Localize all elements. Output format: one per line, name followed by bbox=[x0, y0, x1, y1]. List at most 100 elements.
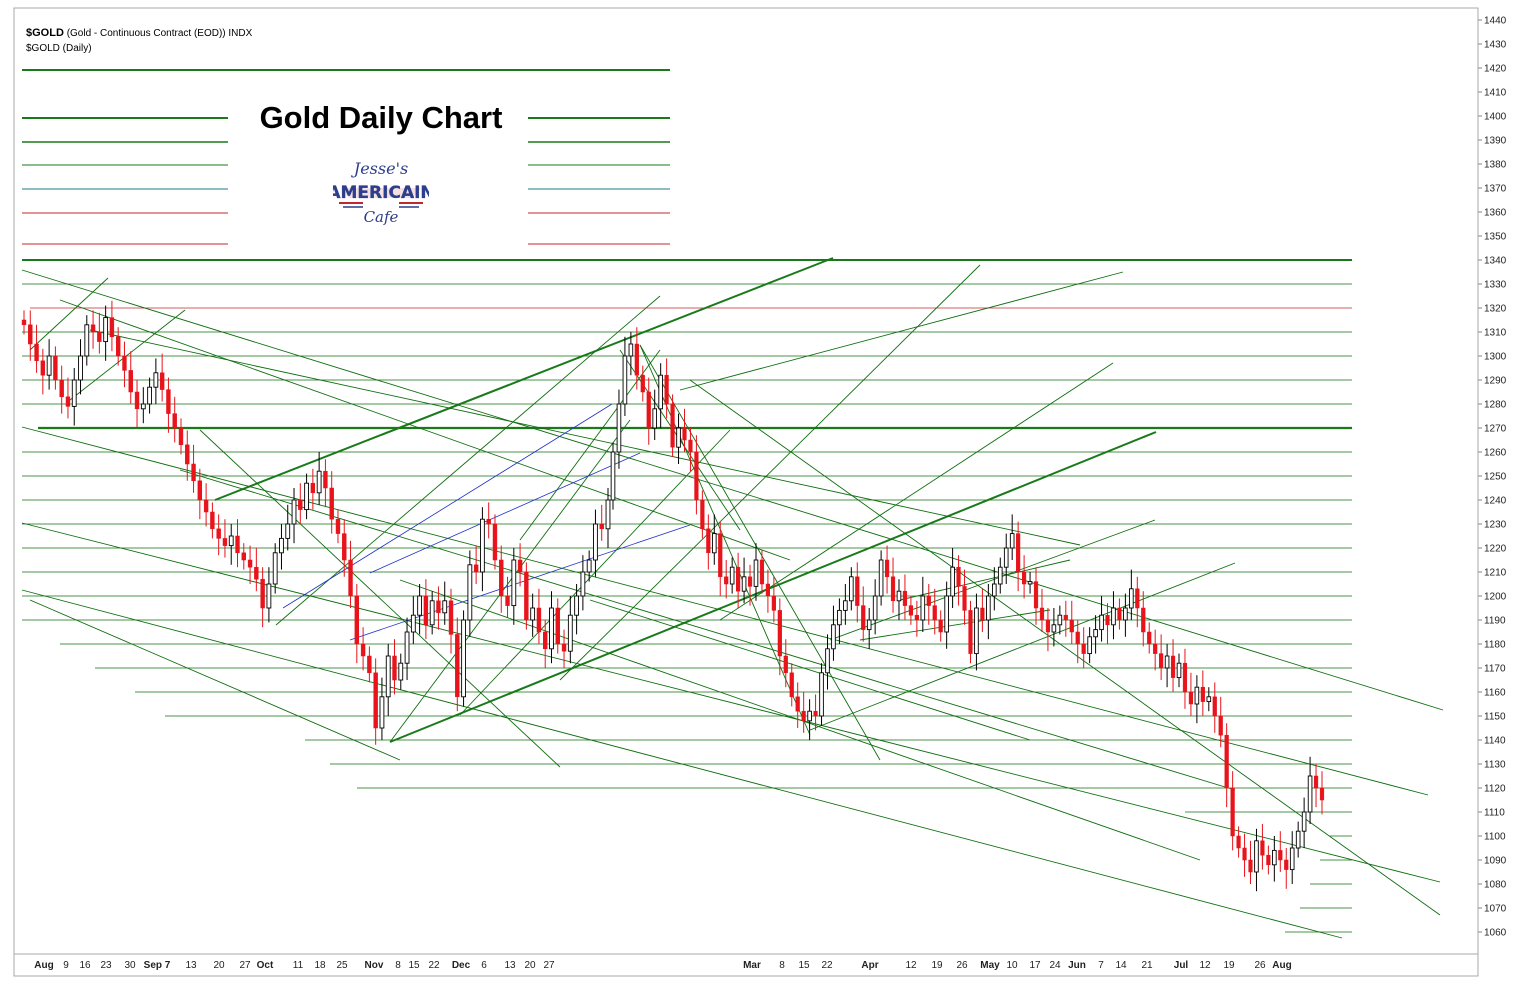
y-tick-label: 1190 bbox=[1484, 616, 1506, 627]
y-tick-label: 1200 bbox=[1484, 592, 1507, 603]
y-tick-label: 1150 bbox=[1484, 712, 1506, 723]
y-tick-label: 1340 bbox=[1484, 256, 1507, 267]
candle-up bbox=[992, 583, 997, 597]
candle-down bbox=[747, 576, 753, 587]
candle-up bbox=[729, 566, 735, 585]
candle-up bbox=[831, 624, 836, 650]
y-tick-label: 1080 bbox=[1484, 880, 1507, 891]
x-tick-label: 27 bbox=[543, 960, 555, 971]
y-tick-label: 1260 bbox=[1484, 448, 1507, 459]
candle-down bbox=[323, 470, 328, 489]
candle-up bbox=[1272, 849, 1277, 866]
candle-up bbox=[711, 533, 717, 554]
candle-up bbox=[304, 482, 309, 511]
candle-down bbox=[884, 559, 890, 578]
x-tick-label: Aug bbox=[1272, 960, 1291, 971]
candle-up bbox=[549, 607, 554, 650]
x-tick-label: 20 bbox=[213, 960, 225, 971]
x-tick-label: Sep 7 bbox=[144, 960, 171, 971]
candle-up bbox=[628, 343, 634, 357]
candle-down bbox=[777, 610, 782, 657]
candle-down bbox=[1033, 581, 1039, 609]
candle-up bbox=[1099, 614, 1104, 631]
candle-up bbox=[1009, 533, 1015, 549]
trendline bbox=[21, 522, 1441, 883]
candle-up bbox=[658, 374, 663, 410]
candle-down bbox=[1224, 734, 1229, 789]
candle-down bbox=[1045, 619, 1051, 633]
candle-up bbox=[78, 355, 83, 381]
candle-up bbox=[1093, 629, 1098, 638]
candle-down bbox=[1063, 614, 1068, 621]
candle-down bbox=[134, 391, 140, 410]
x-tick-label: Nov bbox=[365, 960, 384, 971]
candle-down bbox=[908, 605, 913, 616]
candle-down bbox=[342, 533, 347, 561]
candle-up bbox=[819, 672, 824, 717]
candle-down bbox=[1016, 533, 1021, 573]
candle-up bbox=[228, 535, 234, 547]
candle-down bbox=[40, 360, 46, 376]
trendline bbox=[89, 329, 1081, 546]
candle-down bbox=[926, 595, 931, 606]
candle-down bbox=[373, 672, 378, 729]
y-axis: 1060 1070 1080 1090 1100 1110 1120 1130 1140 1150… bbox=[1478, 16, 1507, 939]
candle-down bbox=[1260, 840, 1265, 856]
candle-down bbox=[718, 533, 723, 578]
y-tick-label: 1220 bbox=[1484, 544, 1507, 555]
candle-down bbox=[392, 655, 397, 681]
y-tick-label: 1370 bbox=[1484, 184, 1507, 195]
candle-down bbox=[455, 634, 460, 698]
candle-down bbox=[335, 518, 341, 534]
horizontal-levels bbox=[22, 259, 1352, 933]
symbol-label: $GOLD bbox=[26, 27, 64, 39]
candle-down bbox=[938, 619, 943, 633]
candle-down bbox=[962, 586, 967, 611]
candle-down bbox=[555, 607, 560, 645]
candle-up bbox=[741, 576, 747, 592]
y-tick-label: 1390 bbox=[1484, 136, 1507, 147]
candle-down bbox=[688, 439, 693, 453]
candle-down bbox=[524, 571, 529, 621]
candle-up bbox=[1254, 840, 1259, 873]
candle-up bbox=[442, 600, 448, 614]
candle-down bbox=[260, 578, 265, 609]
candle-down bbox=[486, 518, 491, 525]
x-tick-label: 21 bbox=[1141, 960, 1153, 971]
candle-up bbox=[467, 564, 473, 621]
trendline bbox=[59, 299, 791, 561]
trendline bbox=[679, 271, 1124, 391]
candle-down bbox=[354, 595, 360, 645]
candle-up bbox=[1176, 662, 1182, 679]
candle-up bbox=[1129, 588, 1134, 609]
trendline bbox=[859, 609, 1051, 641]
candle-up bbox=[610, 451, 616, 501]
trendline bbox=[179, 469, 1236, 791]
candle-down bbox=[1313, 775, 1319, 789]
candle-down bbox=[1141, 607, 1146, 633]
candle-down bbox=[1135, 588, 1140, 609]
candle-down bbox=[765, 583, 771, 597]
candle-down bbox=[664, 374, 669, 405]
candle-down bbox=[1153, 643, 1158, 654]
candle-up bbox=[71, 379, 77, 407]
candle-up bbox=[291, 499, 297, 525]
candle-up bbox=[896, 590, 902, 602]
candle-up bbox=[1289, 847, 1295, 871]
candle-up bbox=[511, 559, 517, 607]
candle-up bbox=[1111, 607, 1116, 626]
candle-up bbox=[825, 648, 830, 674]
chart-title: Gold Daily Chart bbox=[259, 100, 503, 135]
symbol-description: (Gold - Continuous Contract (EOD)) INDX bbox=[66, 28, 253, 39]
trendline bbox=[399, 579, 1201, 861]
candle-down bbox=[423, 595, 429, 626]
y-tick-label: 1360 bbox=[1484, 208, 1507, 219]
candle-down bbox=[902, 590, 908, 606]
candle-down bbox=[122, 355, 127, 371]
candle-down bbox=[670, 403, 675, 448]
candle-down bbox=[694, 451, 699, 501]
candle-up bbox=[986, 595, 991, 621]
y-tick-label: 1110 bbox=[1484, 808, 1505, 819]
candle-up bbox=[580, 571, 586, 597]
candle-down bbox=[634, 343, 639, 376]
